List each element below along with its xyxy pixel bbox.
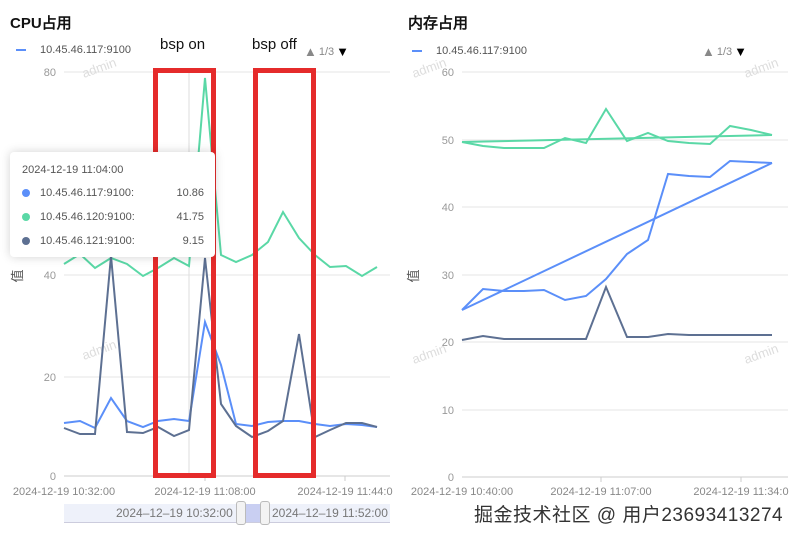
svg-text:值: 值	[10, 269, 25, 282]
footer-watermark: 掘金技术社区 @ 用户23693413274	[474, 505, 784, 526]
pager-up-icon[interactable]: ▲	[702, 44, 715, 59]
pager-text: 1/3	[318, 45, 335, 58]
tooltip-series-value: 9.15	[182, 235, 204, 247]
cpu-panel-title: CPU占用	[10, 15, 72, 32]
svg-text:admin: admin	[80, 55, 118, 81]
svg-text:2024-12-19 11:34:0: 2024-12-19 11:34:0	[693, 486, 788, 498]
cpu-legend-label: 10.45.46.117:9100	[40, 44, 131, 56]
memory-panel-title: 内存占用	[408, 15, 469, 32]
tooltip-series-name: 10.45.46.117:9100:	[40, 187, 134, 199]
pager-down-icon[interactable]: ▼	[734, 44, 748, 59]
svg-text:2024-12-19 10:32:00: 2024-12-19 10:32:00	[13, 486, 115, 498]
svg-text:0: 0	[50, 471, 56, 483]
slider-end-label: 2024–12–19 11:52:00	[272, 506, 388, 520]
svg-text:2024-12-19 11:44:0: 2024-12-19 11:44:0	[297, 486, 392, 498]
pager-up-icon[interactable]: ▲	[304, 44, 317, 59]
tooltip-time: 2024-12-19 11:04:00	[22, 164, 124, 176]
svg-text:60: 60	[442, 67, 454, 79]
svg-text:80: 80	[44, 67, 56, 79]
svg-text:admin: admin	[742, 55, 780, 81]
pager-down-icon[interactable]: ▼	[336, 44, 350, 59]
slider-start-label: 2024–12–19 10:32:00	[116, 506, 233, 520]
svg-text:10: 10	[442, 405, 454, 417]
cpu-tooltip: 2024-12-19 11:04:00 10.45.46.117:9100: 1…	[10, 152, 215, 257]
memory-legend-item[interactable]: 10.45.46.117:9100	[412, 45, 527, 57]
svg-text:admin: admin	[410, 341, 448, 367]
bsp-on-annotation: bsp on	[160, 36, 206, 53]
bsp-on-highlight-box	[153, 68, 216, 478]
svg-text:20: 20	[442, 337, 454, 349]
svg-text:0: 0	[448, 472, 454, 484]
tooltip-series-name: 10.45.46.120:9100:	[40, 211, 135, 223]
svg-text:20: 20	[44, 372, 56, 384]
series-dot-icon	[22, 237, 30, 245]
svg-text:2024-12-19 11:07:00: 2024-12-19 11:07:00	[550, 486, 651, 498]
cpu-legend-pager: ▲ 1/3 ▼	[304, 44, 349, 59]
tooltip-series-value: 41.75	[176, 211, 204, 223]
slider-end-handle[interactable]	[260, 501, 270, 525]
slider-start-handle[interactable]	[236, 501, 246, 525]
tooltip-row: 10.45.46.117:9100: 10.86	[22, 187, 204, 199]
cpu-panel: CPU占用 10.45.46.117:9100 ▲ 1/3 ▼ bsp on b…	[0, 0, 400, 540]
slider-selection[interactable]	[240, 504, 264, 522]
svg-text:40: 40	[44, 270, 56, 282]
tooltip-series-name: 10.45.46.121:9100:	[40, 235, 135, 247]
bsp-off-annotation: bsp off	[252, 36, 297, 53]
svg-text:值: 值	[406, 269, 421, 282]
memory-chart-plot[interactable]: 60 50 40 30 20 10 0 值 2024-12-19 10:40:0…	[400, 0, 804, 540]
tooltip-row: 10.45.46.121:9100: 9.15	[22, 235, 204, 247]
legend-swatch-icon	[412, 50, 422, 52]
memory-legend-pager: ▲ 1/3 ▼	[702, 44, 747, 59]
legend-swatch-icon	[16, 49, 26, 51]
svg-text:admin: admin	[742, 341, 780, 367]
svg-text:2024-12-19 11:08:00: 2024-12-19 11:08:00	[154, 486, 255, 498]
svg-text:40: 40	[442, 202, 454, 214]
memory-legend-label: 10.45.46.117:9100	[436, 45, 527, 57]
series-dot-icon	[22, 213, 30, 221]
cpu-time-slider[interactable]: 2024–12–19 10:32:00 2024–12–19 11:52:00	[64, 501, 390, 525]
series-dot-icon	[22, 189, 30, 197]
memory-panel: 内存占用 10.45.46.117:9100 ▲ 1/3 ▼ 60 50 40 …	[400, 0, 804, 540]
svg-text:30: 30	[442, 270, 454, 282]
bsp-off-highlight-box	[253, 68, 316, 478]
cpu-legend-item[interactable]: 10.45.46.117:9100	[16, 44, 131, 56]
pager-text: 1/3	[716, 45, 733, 58]
tooltip-row: 10.45.46.120:9100: 41.75	[22, 211, 204, 223]
svg-text:50: 50	[442, 135, 454, 147]
svg-text:2024-12-19 10:40:00: 2024-12-19 10:40:00	[411, 486, 513, 498]
cpu-chart-plot[interactable]: 80 40 20 0 值 2024-12-19 10:32:00 2024-12…	[0, 0, 400, 540]
tooltip-series-value: 10.86	[176, 187, 204, 199]
svg-text:admin: admin	[80, 337, 118, 363]
